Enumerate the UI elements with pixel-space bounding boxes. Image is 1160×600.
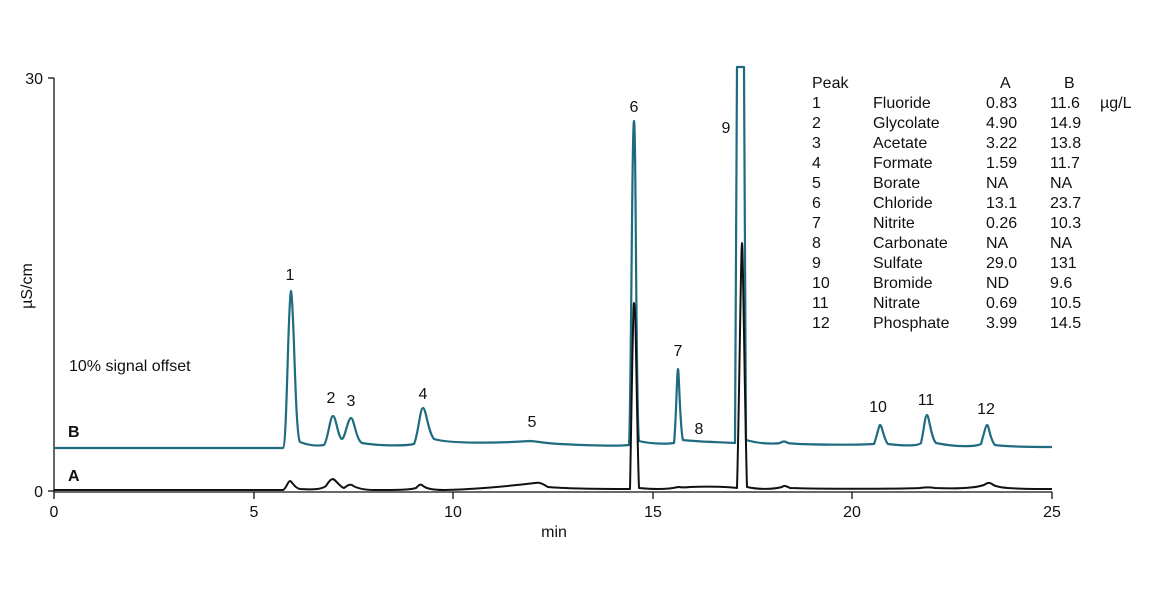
legend-row: 6 Chloride 13.1 23.7: [812, 194, 1131, 214]
legend-peak: 9: [812, 255, 821, 272]
trace-label-a: A: [68, 468, 80, 485]
legend-peak: 3: [812, 135, 821, 152]
legend-analyte: Sulfate: [873, 255, 923, 272]
legend-row: 2 Glycolate 4.90 14.9: [812, 114, 1131, 134]
y-tick-30: 30: [25, 71, 43, 88]
legend-value-a: NA: [986, 235, 1009, 252]
legend-value-a: ND: [986, 275, 1010, 292]
peak-label-5: 5: [528, 414, 537, 431]
legend-header-b: B: [1064, 75, 1075, 92]
legend-analyte: Nitrate: [873, 295, 921, 312]
legend-value-a: 0.69: [986, 295, 1018, 312]
legend-value-a: NA: [986, 175, 1009, 192]
legend-row: 11 Nitrate 0.69 10.5: [812, 294, 1131, 314]
legend-value-a: 4.90: [986, 115, 1018, 132]
legend-value-b: NA: [1050, 175, 1073, 192]
legend-peak: 10: [812, 275, 830, 292]
legend-analyte: Glycolate: [873, 115, 940, 132]
legend-value-b: 14.9: [1050, 115, 1082, 132]
peak-label-8: 8: [695, 421, 704, 438]
legend-value-a: 1.59: [986, 155, 1018, 172]
peak-label-3: 3: [347, 393, 356, 410]
x-axis-label: min: [541, 524, 567, 541]
x-tick-0: 0: [50, 504, 59, 521]
legend-header-peak: Peak: [812, 75, 849, 92]
legend-value-b: 131: [1050, 255, 1077, 272]
legend-row: 9 Sulfate 29.0 131: [812, 254, 1131, 274]
legend-peak: 12: [812, 315, 830, 332]
legend-analyte: Bromide: [873, 275, 933, 292]
x-tick-10: 10: [444, 504, 462, 521]
legend-analyte: Borate: [873, 175, 921, 192]
y-axis: 30 0 µS/cm: [19, 71, 55, 501]
legend-peak: 8: [812, 235, 821, 252]
y-axis-label: µS/cm: [19, 263, 36, 309]
legend-analyte: Acetate: [873, 135, 928, 152]
peak-label-4: 4: [419, 386, 428, 403]
legend-peak: 1: [812, 95, 821, 112]
legend-peak: 4: [812, 155, 821, 172]
x-axis: 0 5 10 15 20 25 min: [50, 491, 1061, 541]
legend-value-b: 10.5: [1050, 295, 1082, 312]
legend-value-a: 3.22: [986, 135, 1018, 152]
peak-labels: 1 2 3 4 5 6 7 8 9 10 11 12: [286, 99, 995, 438]
trace-b: [54, 65, 1053, 450]
offset-note: 10% signal offset: [69, 358, 191, 375]
legend-analyte: Formate: [873, 155, 933, 172]
legend-analyte: Nitrite: [873, 215, 915, 232]
trace-a: [54, 242, 1053, 491]
peak-label-12: 12: [977, 401, 995, 418]
legend-unit: µg/L: [1100, 95, 1132, 112]
legend-analyte: Phosphate: [873, 315, 950, 332]
legend-value-b: 23.7: [1050, 195, 1082, 212]
legend-header-unit: [1088, 74, 1131, 94]
legend-analyte: Fluoride: [873, 95, 931, 112]
legend-row: 5 Borate NA NA: [812, 174, 1131, 194]
legend-peak: 5: [812, 175, 821, 192]
peak-label-1: 1: [286, 267, 295, 284]
legend-row: 12 Phosphate 3.99 14.5: [812, 314, 1131, 334]
legend-value-b: 11.6: [1050, 95, 1080, 112]
legend-value-b: 9.6: [1050, 275, 1073, 292]
legend-value-b: 11.7: [1050, 155, 1080, 172]
legend-value-a: 13.1: [986, 195, 1018, 212]
peak-label-6: 6: [630, 99, 639, 116]
peak-label-7: 7: [674, 343, 683, 360]
x-tick-20: 20: [843, 504, 861, 521]
legend-value-b: NA: [1050, 235, 1073, 252]
legend-analyte: Carbonate: [873, 235, 948, 252]
x-tick-25: 25: [1043, 504, 1061, 521]
x-tick-15: 15: [644, 504, 662, 521]
legend-header-a: A: [1000, 75, 1011, 92]
legend-analyte: Chloride: [873, 195, 933, 212]
legend-peak: 11: [812, 295, 829, 312]
legend-peak: 7: [812, 215, 821, 232]
legend-value-a: 29.0: [986, 255, 1018, 272]
legend-row: 10 Bromide ND 9.6: [812, 274, 1131, 294]
legend-row: 4 Formate 1.59 11.7: [812, 154, 1131, 174]
legend-value-b: 10.3: [1050, 215, 1082, 232]
legend-value-a: 0.26: [986, 215, 1018, 232]
peak-label-11: 11: [918, 392, 935, 409]
legend-peak: 2: [812, 115, 821, 132]
legend-value-a: 3.99: [986, 315, 1018, 332]
x-tick-5: 5: [250, 504, 259, 521]
legend-row: 8 Carbonate NA NA: [812, 234, 1131, 254]
legend-value-a: 0.83: [986, 95, 1018, 112]
legend-value-b: 14.5: [1050, 315, 1082, 332]
legend-row: 1 Fluoride 0.83 11.6 µg/L: [812, 94, 1131, 114]
legend-peak: 6: [812, 195, 821, 212]
legend-header-name: [873, 74, 986, 94]
peak-label-10: 10: [869, 399, 887, 416]
legend-row: 7 Nitrite 0.26 10.3: [812, 214, 1131, 234]
peak-label-9: 9: [722, 120, 731, 137]
trace-label-b: B: [68, 424, 80, 441]
peak-label-2: 2: [327, 390, 336, 407]
y-tick-0: 0: [34, 484, 43, 501]
legend-header: Peak A B: [812, 74, 1131, 94]
peak-legend-table: Peak A B 1 Fluoride 0.83 11.6 µg/L 2 Glycolat…: [812, 74, 1131, 334]
legend-row: 3 Acetate 3.22 13.8: [812, 134, 1131, 154]
legend-value-b: 13.8: [1050, 135, 1082, 152]
